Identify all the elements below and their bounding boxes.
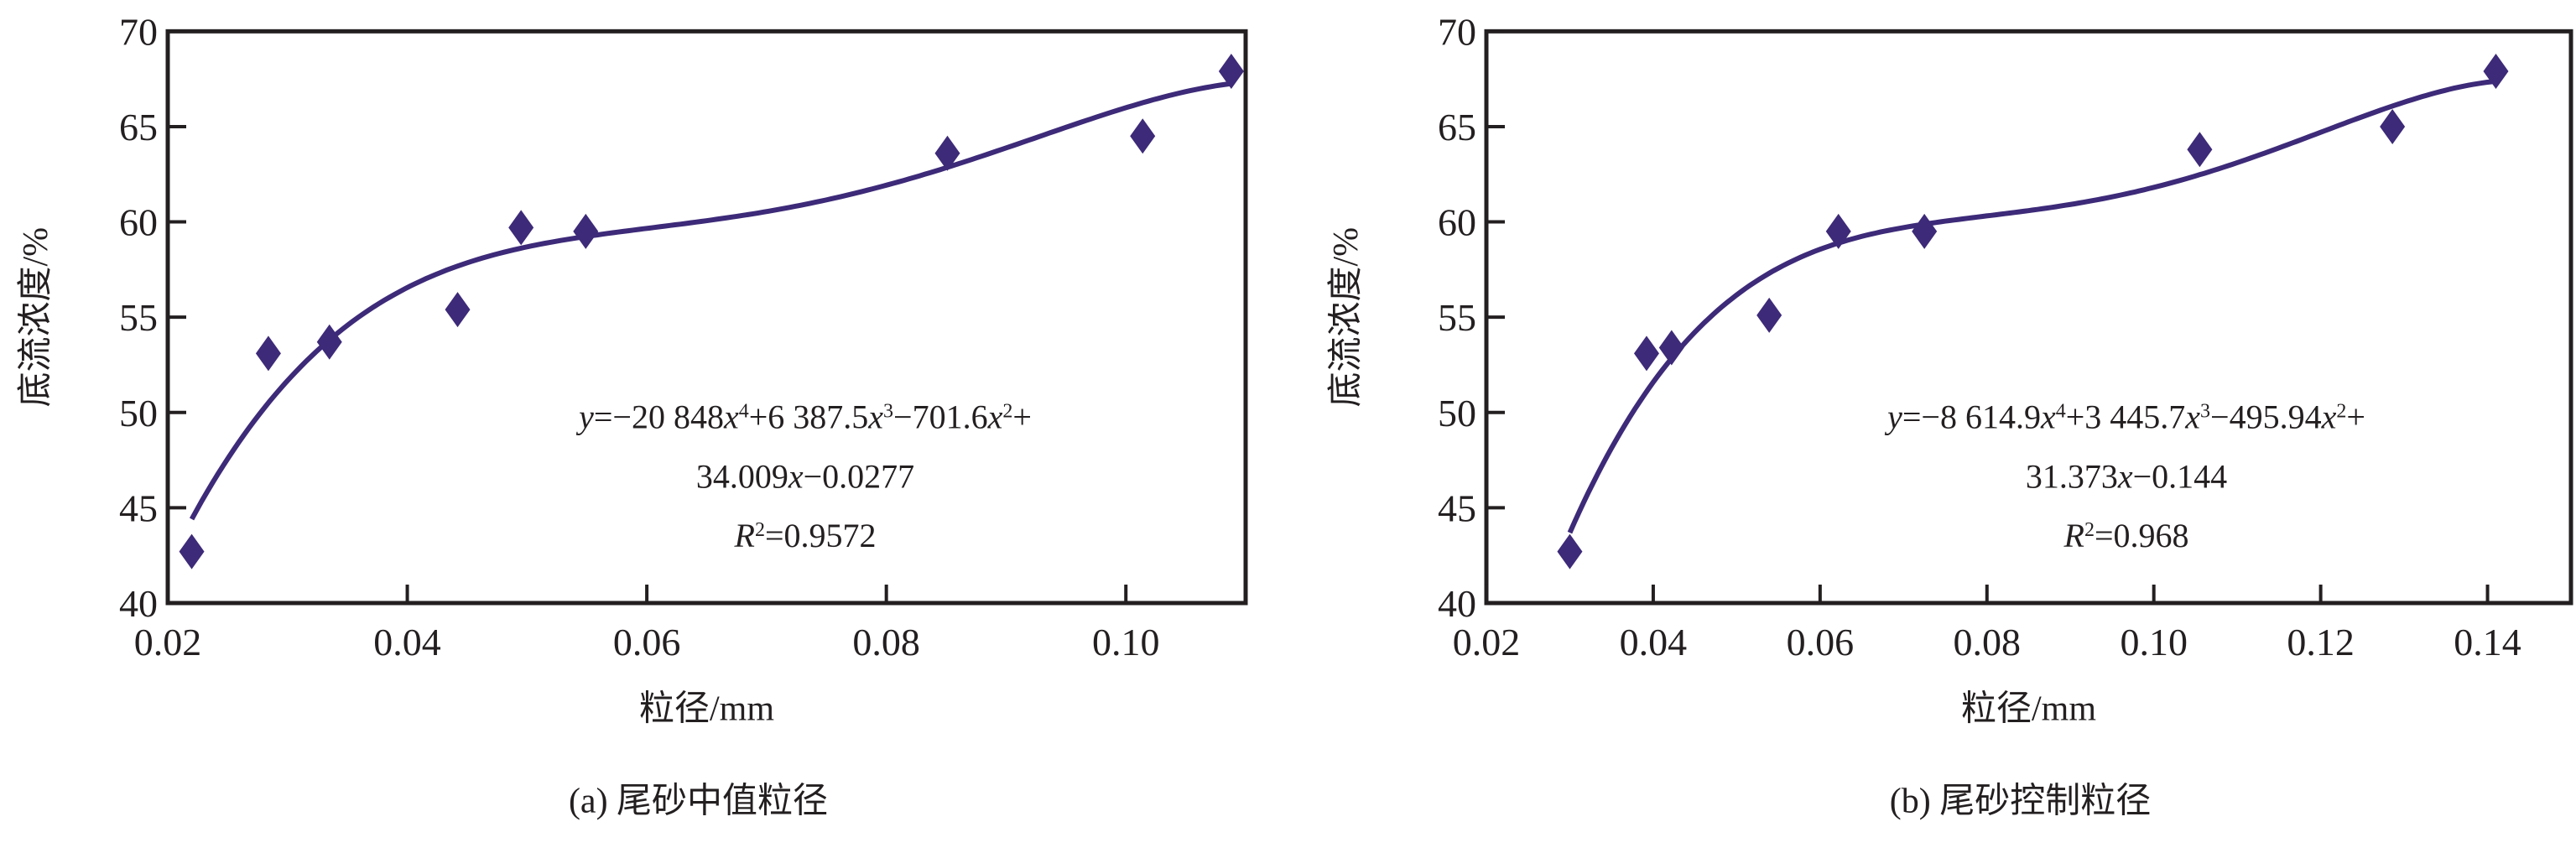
plot-frame xyxy=(1484,29,2573,606)
y-tick-label: 50 xyxy=(1438,392,1476,434)
data-point xyxy=(1633,335,1659,372)
equation-segment: −0.0277 xyxy=(804,457,915,495)
y-tick-label: 50 xyxy=(119,392,158,434)
equation-line: 31.373x−0.144 xyxy=(2026,457,2227,495)
data-point xyxy=(573,213,599,249)
equation-segment: 31.373 xyxy=(2026,457,2118,495)
equation-segment: +3 445.7 xyxy=(2066,398,2186,436)
equation-segment: y xyxy=(1884,398,1902,436)
data-point xyxy=(1825,213,1851,249)
data-point xyxy=(934,135,960,171)
equation-segment: x xyxy=(867,398,883,436)
y-tick-label: 70 xyxy=(119,10,158,53)
data-point xyxy=(508,210,534,246)
y-axis-title: 底流浓度/% xyxy=(1327,227,1366,408)
data-point xyxy=(1912,213,1938,249)
equation-segment: x xyxy=(788,457,804,495)
equation-segment: +6 387.5 xyxy=(749,398,869,436)
equation-segment: 34.009 xyxy=(696,457,788,495)
data-point xyxy=(1756,297,1782,333)
equation-segment: x xyxy=(2117,457,2133,495)
data-point xyxy=(255,335,281,372)
x-tick-label: 0.10 xyxy=(2120,621,2188,663)
x-tick-label: 0.08 xyxy=(1954,621,2022,663)
equation-line: R2=0.968 xyxy=(2063,517,2189,554)
x-tick-label: 0.12 xyxy=(2287,621,2355,663)
equation-line: y=−8 614.9x4+3 445.7x3−495.94x2+ xyxy=(1884,398,2365,436)
equation-superscript: 2 xyxy=(2336,401,2346,423)
equation-segment: x xyxy=(987,398,1003,436)
x-tick-label: 0.04 xyxy=(1620,621,1688,663)
equation-segment: =0.9572 xyxy=(765,517,877,554)
y-tick-label: 45 xyxy=(119,486,158,529)
equation-line: y=−20 848x4+6 387.5x3−701.6x2+ xyxy=(575,398,1032,436)
y-tick-label: 45 xyxy=(1438,486,1476,529)
y-axis-title: 底流浓度/% xyxy=(17,227,55,408)
equation-line: 34.009x−0.0277 xyxy=(696,457,914,495)
chart-caption: (b) 尾砂控制粒径 xyxy=(1890,782,2151,820)
equation-segment: R xyxy=(2063,517,2084,554)
data-point xyxy=(316,324,342,360)
equation-superscript: 2 xyxy=(1002,401,1012,423)
data-point xyxy=(1218,54,1244,90)
trendline xyxy=(1567,78,2496,534)
x-tick-label: 0.04 xyxy=(373,621,441,663)
equation-segment: =−8 614.9 xyxy=(1902,398,2041,436)
equation-superscript: 2 xyxy=(755,519,765,541)
data-point xyxy=(2380,108,2406,144)
y-tick-label: 40 xyxy=(1438,582,1476,625)
equation-segment: −495.94 xyxy=(2210,398,2322,436)
data-point xyxy=(1658,330,1684,366)
y-tick-label: 60 xyxy=(119,201,158,244)
y-tick-label: 40 xyxy=(119,582,158,625)
x-tick-label: 0.02 xyxy=(134,621,202,663)
equation-segment: R xyxy=(734,517,755,554)
equation-superscript: 3 xyxy=(883,401,893,423)
x-tick-label: 0.02 xyxy=(1453,621,1521,663)
equation-superscript: 2 xyxy=(2084,519,2095,541)
y-tick-label: 65 xyxy=(1438,106,1476,148)
y-tick-label: 55 xyxy=(1438,296,1476,339)
equation-superscript: 4 xyxy=(739,401,749,423)
equation-segment: + xyxy=(2346,398,2365,436)
data-point xyxy=(1557,533,1583,570)
equation-segment: x xyxy=(723,398,739,436)
equation-segment: −701.6 xyxy=(893,398,988,436)
equation-superscript: 3 xyxy=(2200,401,2210,423)
y-tick-label: 65 xyxy=(119,106,158,148)
equation-segment: x xyxy=(2321,398,2337,436)
equation-segment: x xyxy=(2040,398,2056,436)
plot-frame xyxy=(165,29,1248,606)
trendline xyxy=(189,81,1232,521)
equation-segment: =0.968 xyxy=(2095,517,2189,554)
equation-segment: y xyxy=(575,398,594,436)
y-tick-label: 60 xyxy=(1438,201,1476,244)
x-tick-label: 0.06 xyxy=(1787,621,1855,663)
chart-b: 底流浓度/% 粒径/mm (b) 尾砂控制粒径 0.02 0.04 0.06 0.08… xyxy=(1327,10,2573,820)
data-point xyxy=(179,533,205,570)
y-tick-label: 55 xyxy=(119,296,158,339)
data-point xyxy=(1130,118,1156,154)
chart-a: 底流浓度/% 粒径/mm (a) 尾砂中值粒径 0.02 0.04 0.06 0.08… xyxy=(17,10,1248,820)
data-point xyxy=(445,292,471,328)
x-tick-label: 0.14 xyxy=(2454,621,2521,663)
x-tick-label: 0.08 xyxy=(852,621,920,663)
x-tick-label: 0.06 xyxy=(613,621,681,663)
x-tick-label: 0.10 xyxy=(1092,621,1160,663)
data-point xyxy=(2483,54,2509,90)
x-axis-title: 粒径/mm xyxy=(1961,690,2096,729)
y-tick-label: 70 xyxy=(1438,10,1476,53)
equation-segment: =−20 848 xyxy=(594,398,724,436)
equation-segment: −0.144 xyxy=(2133,457,2228,495)
chart-caption: (a) 尾砂中值粒径 xyxy=(569,782,828,820)
equation-line: R2=0.9572 xyxy=(734,517,877,554)
equation-superscript: 4 xyxy=(2056,401,2066,423)
data-point xyxy=(2187,132,2213,168)
equation-segment: x xyxy=(2184,398,2200,436)
x-axis-title: 粒径/mm xyxy=(639,690,774,729)
equation-segment: + xyxy=(1012,398,1032,436)
